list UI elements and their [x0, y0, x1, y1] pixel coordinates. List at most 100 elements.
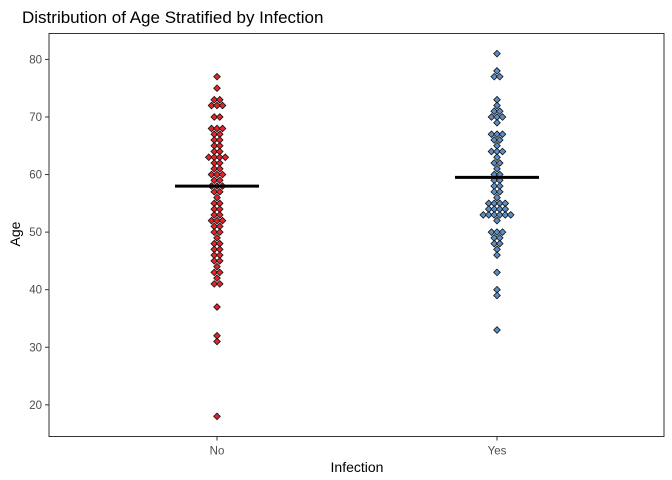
data-point: [484, 210, 493, 219]
data-point: [495, 210, 504, 219]
data-point: [493, 268, 501, 277]
data-point: [213, 337, 221, 346]
data-point: [210, 187, 219, 196]
y-tick-label: 20: [29, 400, 42, 412]
data-point: [498, 113, 507, 121]
y-tick-label: 50: [29, 227, 42, 239]
data-point: [490, 187, 499, 196]
data-point: [498, 130, 507, 139]
data-point: [207, 216, 216, 225]
data-point: [215, 95, 224, 104]
data-point: [493, 164, 501, 173]
data-point: [218, 101, 227, 110]
y-axis: 20 30 40 50 60 70 80: [29, 54, 49, 412]
data-point: [215, 280, 224, 288]
data-point: [213, 303, 221, 311]
data-point: [213, 84, 221, 93]
data-point: [490, 136, 499, 144]
y-tick-label: 80: [29, 54, 42, 66]
data-point: [213, 274, 221, 283]
data-point: [490, 72, 499, 81]
data-point: [495, 159, 504, 167]
data-point: [493, 326, 501, 334]
x-tick-label: No: [210, 446, 225, 458]
data-point: [218, 216, 227, 225]
data-point: [493, 153, 501, 162]
data-point: [490, 107, 499, 116]
data-point: [493, 291, 501, 300]
data-point: [204, 153, 213, 162]
data-point: [495, 107, 504, 116]
plot-panel: [48, 33, 665, 437]
data-point: [487, 113, 496, 121]
data-point: [215, 268, 224, 277]
data-point: [213, 262, 221, 271]
data-point: [210, 228, 219, 236]
data-point: [493, 101, 501, 110]
data-point: [207, 124, 216, 133]
chart-title: Distribution of Age Stratified by Infect…: [22, 8, 323, 27]
data-point: [506, 210, 515, 219]
data-point: [213, 170, 221, 179]
data-point: [215, 210, 224, 219]
data-point: [213, 234, 221, 242]
data-point: [498, 228, 507, 236]
data-point: [213, 124, 221, 133]
data-point: [218, 124, 227, 133]
y-tick-label: 60: [29, 170, 42, 182]
data-point: [215, 176, 224, 185]
data-point: [215, 257, 224, 265]
data-point: [210, 95, 219, 104]
data-point: [495, 72, 504, 81]
data-point: [207, 170, 216, 179]
data-point: [493, 216, 501, 225]
data-point: [215, 113, 224, 121]
data-point: [490, 210, 499, 219]
y-tick-label: 70: [29, 112, 42, 124]
data-point: [493, 130, 501, 139]
data-point: [490, 159, 499, 167]
data-point: [493, 193, 501, 202]
data-point: [210, 280, 219, 288]
points-layer: [204, 49, 515, 421]
data-point: [479, 210, 488, 219]
data-point: [493, 251, 501, 260]
data-point: [495, 136, 504, 144]
data-point: [213, 193, 221, 202]
data-point: [213, 72, 221, 81]
data-point: [215, 187, 224, 196]
data-point: [487, 147, 496, 156]
data-point: [493, 228, 501, 236]
x-axis-title: Infection: [331, 459, 384, 475]
data-point: [493, 49, 501, 58]
data-point: [495, 187, 504, 196]
x-axis: No Yes: [210, 436, 507, 458]
y-tick-label: 30: [29, 342, 42, 354]
data-point: [210, 176, 219, 185]
data-point: [210, 210, 219, 219]
data-point: [213, 101, 221, 110]
data-point: [210, 113, 219, 121]
data-point: [215, 164, 224, 173]
data-point: [493, 67, 501, 75]
data-point: [218, 170, 227, 179]
data-point: [490, 239, 499, 248]
y-tick-label: 40: [29, 285, 42, 297]
data-point: [213, 412, 221, 421]
data-point: [501, 210, 510, 219]
data-point: [495, 239, 504, 248]
y-axis-title: Age: [7, 221, 23, 246]
data-point: [207, 101, 216, 110]
data-point: [210, 268, 219, 277]
data-point: [487, 228, 496, 236]
data-point: [498, 147, 507, 156]
data-point: [493, 118, 501, 127]
data-point: [215, 228, 224, 236]
data-point: [210, 257, 219, 265]
data-point: [210, 164, 219, 173]
mean-lines: [175, 175, 539, 188]
data-point: [213, 216, 221, 225]
data-point: [221, 153, 230, 162]
x-tick-label: Yes: [488, 446, 507, 458]
